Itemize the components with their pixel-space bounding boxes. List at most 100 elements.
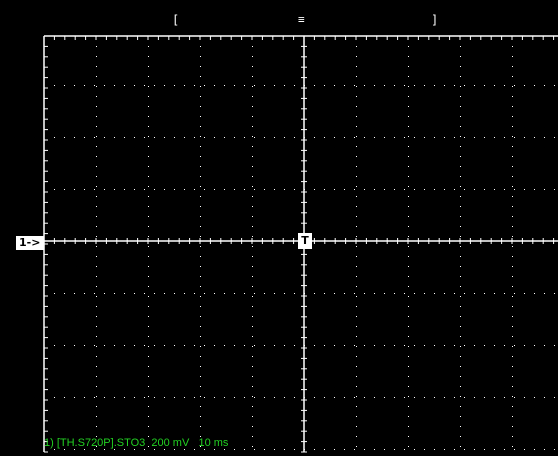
grid-dot xyxy=(356,46,357,47)
grid-dot xyxy=(200,196,201,197)
grid-dot xyxy=(464,345,465,346)
grid-dot xyxy=(484,397,485,398)
grid-dot xyxy=(334,449,335,450)
left-cursor-marker[interactable]: [ xyxy=(172,13,180,27)
grid-dot xyxy=(148,396,149,397)
grid-dot xyxy=(356,296,357,297)
grid-dot xyxy=(96,436,97,437)
grid-dot xyxy=(394,137,395,138)
grid-dot xyxy=(148,166,149,167)
grid-dot xyxy=(96,246,97,247)
grid-dot xyxy=(96,96,97,97)
grid-dot xyxy=(184,397,185,398)
grid-dot xyxy=(512,286,513,287)
grid-dot xyxy=(408,436,409,437)
grid-dot xyxy=(148,266,149,267)
grid-dot xyxy=(252,276,253,277)
grid-dot xyxy=(252,206,253,207)
grid-dot xyxy=(254,397,255,398)
grid-dot xyxy=(404,137,405,138)
channel-1-reference-marker[interactable]: 1-> xyxy=(16,236,44,250)
grid-dot xyxy=(384,293,385,294)
grid-dot xyxy=(444,137,445,138)
grid-dot xyxy=(264,449,265,450)
grid-dot xyxy=(484,345,485,346)
grid-dot xyxy=(148,116,149,117)
grid-dot xyxy=(96,76,97,77)
grid-dot xyxy=(512,446,513,447)
grid-dot xyxy=(294,293,295,294)
grid-dot xyxy=(514,293,515,294)
grid-dot xyxy=(364,449,365,450)
grid-dot xyxy=(374,137,375,138)
grid-dot xyxy=(284,85,285,86)
grid-dot xyxy=(274,189,275,190)
right-cursor-marker[interactable]: ] xyxy=(431,13,439,27)
grid-dot xyxy=(200,406,201,407)
grid-dot xyxy=(408,186,409,187)
grid-dot xyxy=(408,206,409,207)
grid-dot xyxy=(514,345,515,346)
grid-dot xyxy=(252,376,253,377)
grid-dot xyxy=(408,66,409,67)
grid-dot xyxy=(408,316,409,317)
grid-dot xyxy=(474,137,475,138)
grid-dot xyxy=(534,137,535,138)
grid-dot xyxy=(200,106,201,107)
grid-dot xyxy=(200,176,201,177)
grid-dot xyxy=(324,449,325,450)
grid-dot xyxy=(74,189,75,190)
trigger-position-marker[interactable]: ≡ xyxy=(298,13,305,26)
grid-dot xyxy=(184,189,185,190)
grid-dot xyxy=(356,96,357,97)
grid-dot xyxy=(148,326,149,327)
grid-dot xyxy=(356,136,357,137)
grid-dot xyxy=(404,293,405,294)
grid-dot xyxy=(356,446,357,447)
grid-dot xyxy=(84,397,85,398)
grid-dot xyxy=(504,397,505,398)
grid-dot xyxy=(284,189,285,190)
trigger-level-marker[interactable]: T xyxy=(298,233,312,249)
grid-dot xyxy=(512,166,513,167)
grid-dot xyxy=(204,345,205,346)
grid-dot xyxy=(204,397,205,398)
grid-dot xyxy=(148,216,149,217)
grid-dot xyxy=(200,206,201,207)
grid-dot xyxy=(544,85,545,86)
grid-dot xyxy=(324,85,325,86)
grid-dot xyxy=(512,136,513,137)
grid-dot xyxy=(512,186,513,187)
grid-dot xyxy=(460,136,461,137)
grid-dot xyxy=(354,85,355,86)
grid-dot xyxy=(356,426,357,427)
grid-dot xyxy=(114,449,115,450)
grid-dot xyxy=(474,449,475,450)
grid-dot xyxy=(408,146,409,147)
grid-dot xyxy=(356,66,357,67)
grid-dot xyxy=(94,345,95,346)
grid-dot xyxy=(114,189,115,190)
grid-dot xyxy=(356,146,357,147)
grid-dot xyxy=(554,85,555,86)
grid-dot xyxy=(408,366,409,367)
grid-dot xyxy=(194,293,195,294)
grid-dot xyxy=(334,189,335,190)
grid-dot xyxy=(460,186,461,187)
grid-dot xyxy=(444,293,445,294)
grid-dot xyxy=(408,126,409,127)
grid-dot xyxy=(252,156,253,157)
grid-dot xyxy=(512,116,513,117)
grid-dot xyxy=(184,137,185,138)
grid-dot xyxy=(356,246,357,247)
grid-dot xyxy=(408,446,409,447)
grid-dot xyxy=(444,449,445,450)
grid-dot xyxy=(84,449,85,450)
grid-dot xyxy=(408,56,409,57)
grid-dot xyxy=(244,189,245,190)
grid-dot xyxy=(148,366,149,367)
grid-dot xyxy=(554,397,555,398)
grid-dot xyxy=(544,293,545,294)
grid-dot xyxy=(148,206,149,207)
